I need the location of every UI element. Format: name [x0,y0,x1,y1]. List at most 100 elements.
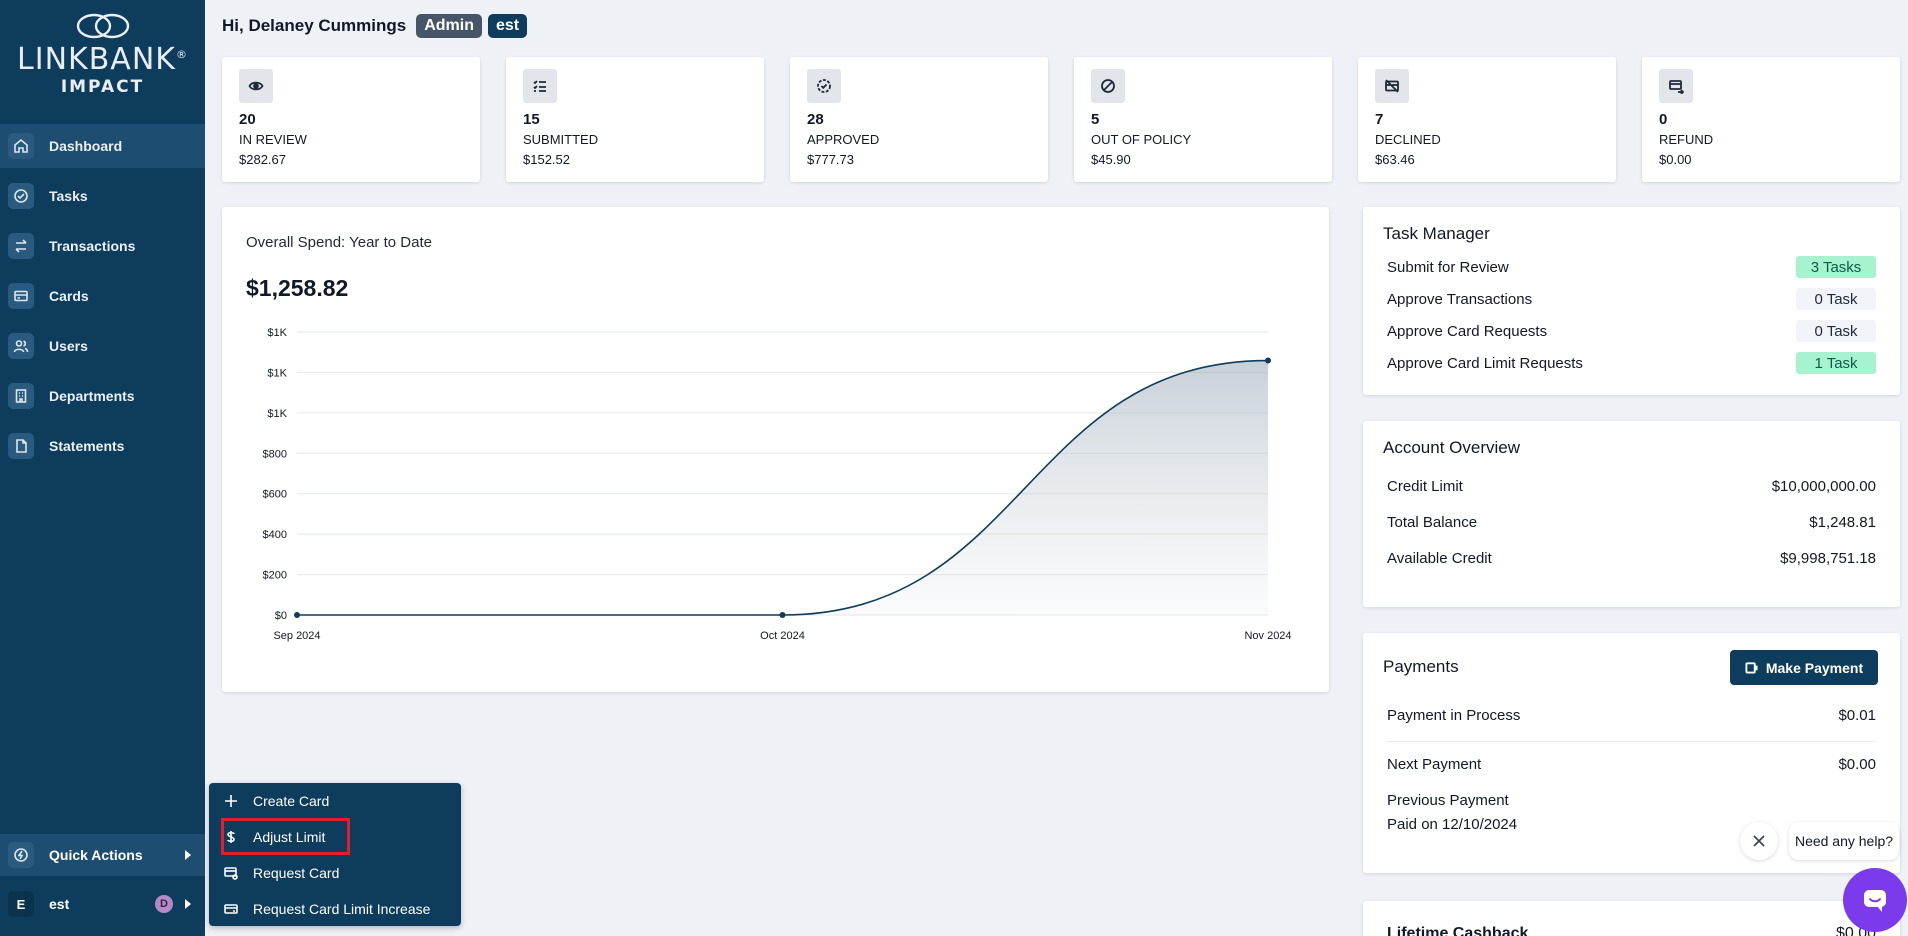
close-icon [1753,835,1765,847]
y-tick-label: $600 [263,489,287,501]
chat-icon [1864,890,1886,912]
sidebar-item-label: Transactions [49,238,136,254]
users-icon [8,333,34,359]
y-tick-label: $1K [267,408,287,420]
data-point [779,612,786,618]
stat-card-submitted[interactable]: 15 SUBMITTED $152.52 [506,57,764,182]
sidebar-item-label: Departments [49,388,135,404]
menu-item-label: Request Card Limit Increase [253,901,431,917]
stat-amount: $282.67 [239,152,286,167]
sidebar-item-departments[interactable]: Departments [0,374,205,418]
row-label: Payment in Process [1387,707,1521,724]
task-row-approve-card-limit-requests[interactable]: Approve Card Limit Requests 1 Task [1387,351,1876,375]
sidebar-item-users[interactable]: Users [0,324,205,368]
task-count-badge: 0 Task [1796,320,1876,342]
building-icon [8,383,34,409]
row-value: $1,248.81 [1809,514,1876,531]
menu-item-create-card[interactable]: Create Card [223,787,329,815]
menu-item-label: Adjust Limit [253,829,326,845]
check-circle-icon [8,183,34,209]
sidebar-item-cards[interactable]: Cards [0,274,205,318]
menu-item-request-card-limit-increase[interactable]: Request Card Limit Increase [223,895,430,923]
sidebar-item-tasks[interactable]: Tasks [0,174,205,218]
series-line [297,359,1269,616]
badge-check-icon [807,69,841,103]
series-area [297,360,1268,615]
stat-count: 7 [1375,111,1384,128]
greeting: Hi, Delaney Cummings Admin est [222,14,528,38]
x-tick-label: Nov 2024 [1244,630,1291,642]
payment-icon [1745,662,1758,674]
sidebar-item-label: Statements [49,438,125,454]
overall-spend-card: Overall Spend: Year to Date $1,258.82 $0… [222,207,1329,692]
stat-card-declined[interactable]: 7 DECLINED $63.46 [1358,57,1616,182]
menu-item-label: Request Card [253,865,340,881]
x-tick-label: Sep 2024 [273,630,320,642]
sidebar-item-label: Tasks [49,188,88,204]
task-row-submit-for-review[interactable]: Submit for Review 3 Tasks [1387,255,1876,279]
row-label: Next Payment [1387,756,1482,773]
menu-item-request-card[interactable]: Request Card [223,859,339,887]
brand-name: LINKBANK® [17,42,188,77]
user-name: est [49,896,70,912]
next-payment-row: Next Payment $0.00 [1387,756,1876,773]
lifetime-cashback-panel: Lifetime Cashback $0.00 [1363,901,1900,936]
task-row-approve-card-requests[interactable]: Approve Card Requests 0 Task [1387,319,1876,343]
task-count-badge: 1 Task [1796,352,1876,374]
y-tick-label: $1K [267,327,287,339]
stat-count: 20 [239,111,256,128]
stat-count: 5 [1091,111,1100,128]
help-bubble[interactable]: Need any help? [1789,822,1899,860]
data-point [1265,357,1271,364]
menu-item-adjust-limit[interactable]: Adjust Limit [223,823,325,851]
make-payment-button[interactable]: Make Payment [1730,650,1878,685]
stat-label: SUBMITTED [523,132,599,147]
data-point [294,612,300,618]
account-overview-panel: Account Overview Credit Limit $10,000,00… [1363,421,1900,607]
eye-icon [239,69,273,103]
brand-sub: IMPACT [60,77,145,97]
row-label: Previous Payment [1387,792,1509,809]
stat-card-in-review[interactable]: 20 IN REVIEW $282.67 [222,57,480,182]
linkbank-logo[interactable]: LINKBANK® IMPACT [0,0,205,120]
sidebar-item-dashboard[interactable]: Dashboard [0,124,205,168]
stat-card-approved[interactable]: 28 APPROVED $777.73 [790,57,1048,182]
chat-button[interactable] [1843,868,1907,932]
task-label: Approve Transactions [1387,290,1533,308]
stat-amount: $0.00 [1659,152,1692,167]
card-settings-icon [223,865,239,881]
lifetime-cashback-row: Lifetime Cashback $0.00 [1387,925,1876,936]
role-badge: Admin [416,14,482,38]
stat-label: APPROVED [807,132,880,147]
y-tick-label: $200 [263,570,287,582]
row-value: Paid on 12/10/2024 [1387,816,1518,833]
sidebar-item-statements[interactable]: Statements [0,424,205,468]
stat-label: IN REVIEW [239,132,307,147]
stat-amount: $152.52 [523,152,570,167]
total-balance-row: Total Balance $1,248.81 [1387,514,1876,531]
user-menu-button[interactable]: E est D [0,884,205,924]
quick-actions-button[interactable]: Quick Actions [0,834,205,876]
chevron-right-icon [185,850,191,860]
stat-count: 15 [523,111,540,128]
y-tick-label: $800 [263,448,287,460]
task-row-approve-transactions[interactable]: Approve Transactions 0 Task [1387,287,1876,311]
menu-item-label: Create Card [253,793,330,809]
quick-actions-menu: Create Card Adjust Limit Request Card Re… [209,783,461,926]
panel-title: Payments [1383,657,1459,676]
stat-label: REFUND [1659,132,1714,147]
close-help-button[interactable] [1740,822,1778,860]
task-count-badge: 3 Tasks [1796,256,1876,278]
row-value: $0.00 [1838,756,1876,773]
home-icon [8,133,34,159]
task-label: Submit for Review [1387,258,1509,276]
row-value: $0.01 [1838,707,1876,724]
task-label: Approve Card Limit Requests [1387,354,1583,372]
stat-card-out-of-policy[interactable]: 5 OUT OF POLICY $45.90 [1074,57,1332,182]
available-credit-row: Available Credit $9,998,751.18 [1387,550,1876,567]
sidebar-item-transactions[interactable]: Transactions [0,224,205,268]
row-label: Total Balance [1387,514,1478,531]
stat-card-refund[interactable]: 0 REFUND $0.00 [1642,57,1900,182]
stat-amount: $45.90 [1091,152,1131,167]
task-count-badge: 0 Task [1796,288,1876,310]
